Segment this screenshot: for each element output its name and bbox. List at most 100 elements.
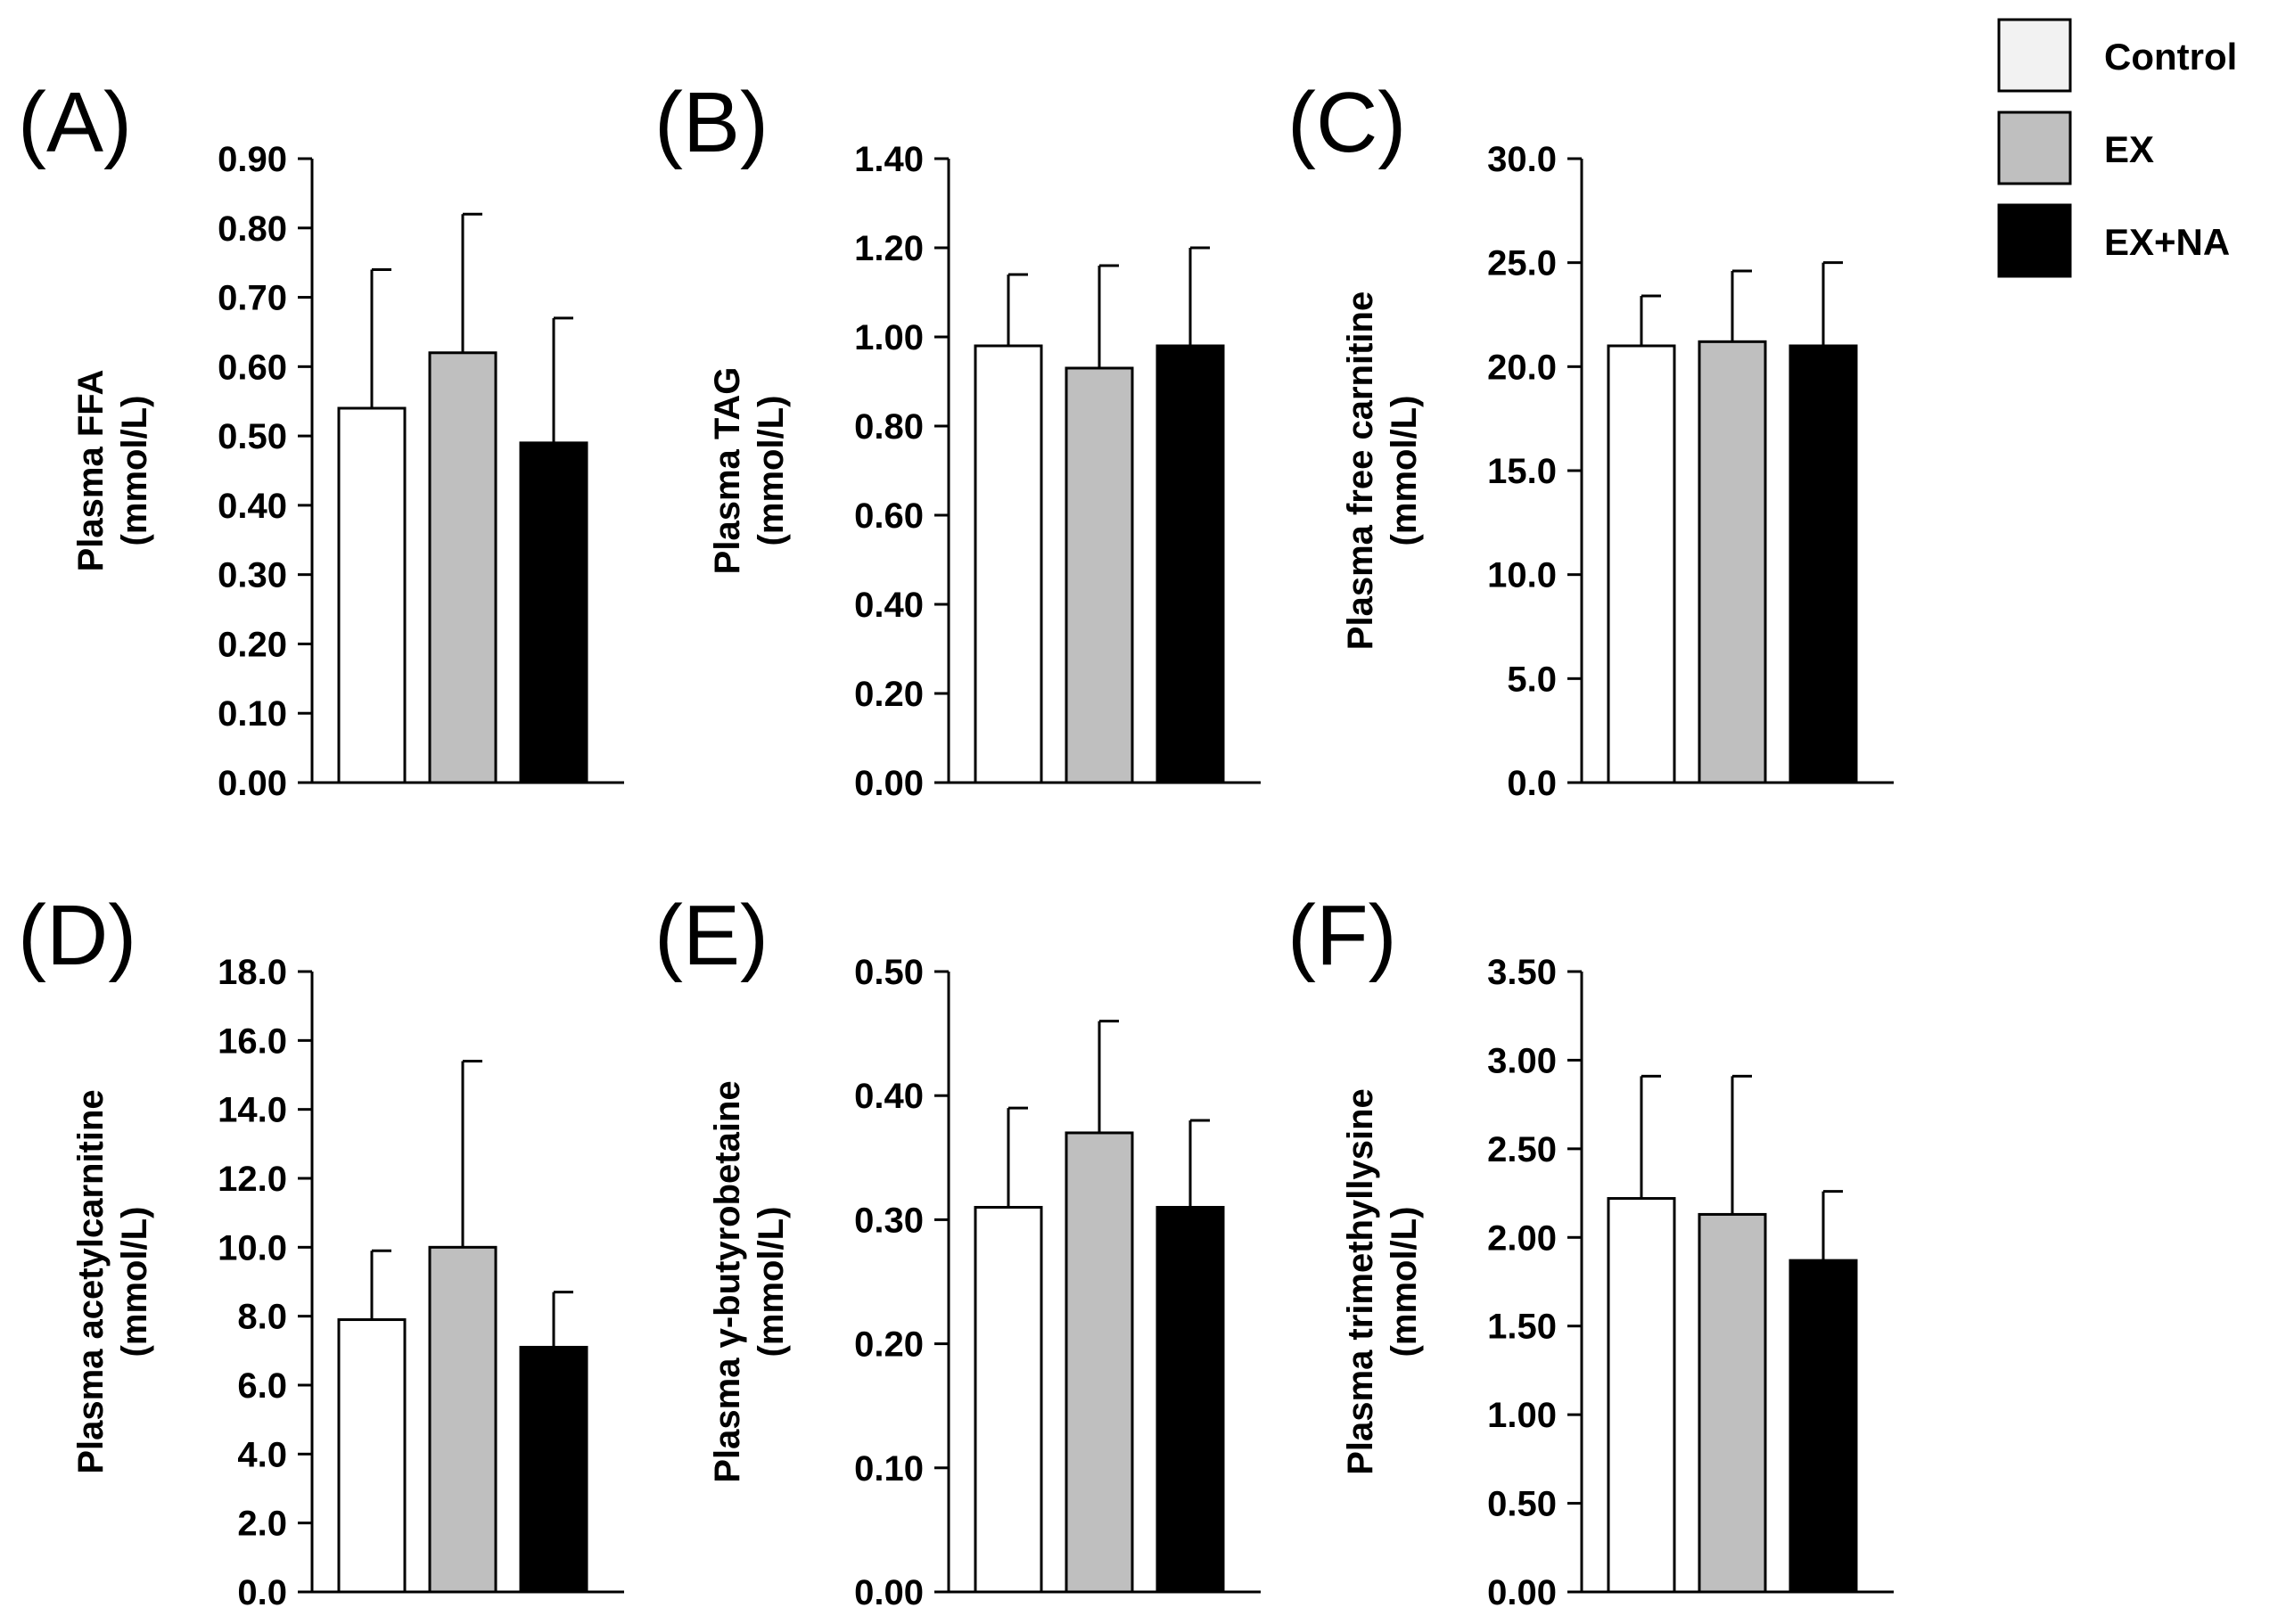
y-tick-label: 18.0 <box>218 953 287 992</box>
y-axis-title: Plasma free carnitine <box>1341 291 1380 650</box>
y-tick-label: 0.80 <box>854 407 924 447</box>
bar-control <box>1607 1197 1676 1594</box>
y-tick-label: 0.80 <box>218 209 287 249</box>
y-tick-label: 0.30 <box>854 1201 924 1240</box>
y-axis-title: Plasma γ-butyrobetaine <box>708 1080 747 1482</box>
y-tick-label: 14.0 <box>218 1091 287 1130</box>
chart-panel-5: (F) 0.00 0.50 1.00 1.50 2.00 2.50 3.00 3.50 Plasm… <box>1287 888 1894 1612</box>
legend: Control EX EX+NA <box>1997 18 2237 278</box>
y-tick-label: 2.00 <box>1487 1218 1557 1258</box>
y-tick-label: 0.40 <box>854 1077 924 1116</box>
bar-ex <box>428 1245 497 1594</box>
y-tick-label: 3.00 <box>1487 1041 1557 1080</box>
bar-ex <box>428 351 497 784</box>
y-tick-label: 1.40 <box>854 140 924 179</box>
y-tick-label: 1.00 <box>1487 1396 1557 1435</box>
bar-control <box>337 1318 407 1594</box>
y-tick-label: 0.00 <box>218 764 287 803</box>
bar-ex <box>1065 1131 1134 1594</box>
y-tick-label: 5.0 <box>1507 660 1557 699</box>
y-tick-label: 12.0 <box>218 1160 287 1199</box>
panels: (A) 0.00 0.10 0.20 0.30 0.40 0.50 0.60 0.70 0.80 0… <box>18 75 1894 1612</box>
y-tick-label: 0.00 <box>854 764 924 803</box>
y-tick-label: 0.40 <box>218 487 287 526</box>
panel-label: (D) <box>18 888 136 983</box>
y-axis-unit: (mmol/L) <box>115 396 154 546</box>
chart-panel-0: (A) 0.00 0.10 0.20 0.30 0.40 0.50 0.60 0.70 0.80 0… <box>18 75 624 803</box>
y-tick-label: 0.20 <box>218 625 287 664</box>
chart-panel-3: (D) 0.0 2.0 4.0 6.0 8.0 10.0 12.0 14.0 16.0 18.0 Pl… <box>18 888 624 1612</box>
y-tick-label: 10.0 <box>218 1228 287 1267</box>
panel-label: (F) <box>1287 888 1397 983</box>
y-tick-label: 0.10 <box>218 694 287 734</box>
y-tick-label: 15.0 <box>1487 452 1557 491</box>
chart-panel-4: (E) 0.00 0.10 0.20 0.30 0.40 0.50 Plasma γ-buty… <box>654 888 1261 1612</box>
bar-ex-na <box>519 1345 588 1594</box>
y-tick-label: 0.10 <box>854 1449 924 1489</box>
legend-swatch-control <box>1997 18 2072 93</box>
y-tick-label: 0.60 <box>218 348 287 387</box>
bar-ex-na <box>1155 344 1225 784</box>
bar-ex <box>1698 340 1767 784</box>
y-axis-unit: (mmol/L) <box>1385 1207 1424 1357</box>
bar-ex <box>1065 366 1134 784</box>
panel-label: (A) <box>18 75 132 170</box>
y-tick-label: 6.0 <box>237 1366 287 1406</box>
y-tick-label: 0.70 <box>218 279 287 318</box>
chart-panel-1: (B) 0.00 0.20 0.40 0.60 0.80 1.00 1.20 1.40 Plasm… <box>654 75 1261 803</box>
y-tick-label: 0.50 <box>854 953 924 992</box>
y-axis-unit: (mmol/L) <box>752 1207 791 1357</box>
legend-label-control: Control <box>2104 36 2237 78</box>
y-axis-title: Plasma trimethyllysine <box>1341 1088 1380 1475</box>
panel-label: (E) <box>654 888 769 983</box>
y-axis-title: Plasma FFA <box>71 370 111 572</box>
panel-label: (B) <box>654 75 769 170</box>
y-tick-label: 10.0 <box>1487 556 1557 595</box>
y-tick-label: 0.00 <box>854 1573 924 1612</box>
y-tick-label: 30.0 <box>1487 140 1557 179</box>
y-tick-label: 1.20 <box>854 229 924 268</box>
bar-control <box>974 1205 1043 1594</box>
bar-ex-na <box>1155 1205 1225 1594</box>
bar-ex-na <box>1789 344 1858 784</box>
chart-panel-2: (C) 0.0 5.0 10.0 15.0 20.0 25.0 30.0 Plasma free… <box>1287 75 1894 803</box>
y-tick-label: 1.00 <box>854 318 924 357</box>
y-axis-title: Plasma TAG <box>708 367 747 575</box>
y-tick-label: 0.20 <box>854 675 924 714</box>
y-tick-label: 2.0 <box>237 1505 287 1544</box>
y-axis-unit: (mmol/L) <box>752 396 791 546</box>
y-tick-label: 0.60 <box>854 496 924 536</box>
bar-control <box>337 406 407 784</box>
y-tick-label: 4.0 <box>237 1435 287 1474</box>
legend-label-ex-na: EX+NA <box>2104 221 2230 263</box>
panel-label: (C) <box>1287 75 1406 170</box>
y-tick-label: 0.0 <box>1507 764 1557 803</box>
y-tick-label: 25.0 <box>1487 244 1557 283</box>
bar-control <box>1607 344 1676 784</box>
y-tick-label: 2.50 <box>1487 1130 1557 1169</box>
y-tick-label: 8.0 <box>237 1298 287 1337</box>
legend-label-ex: EX <box>2104 128 2154 170</box>
y-tick-label: 0.40 <box>854 586 924 625</box>
y-tick-label: 0.00 <box>1487 1573 1557 1612</box>
y-tick-label: 1.50 <box>1487 1308 1557 1347</box>
y-axis-title: Plasma acetylcarnitine <box>71 1089 111 1473</box>
y-axis-unit: (mmol/L) <box>115 1207 154 1357</box>
legend-swatch-ex <box>1997 111 2072 185</box>
y-tick-label: 16.0 <box>218 1021 287 1061</box>
y-tick-label: 20.0 <box>1487 348 1557 387</box>
y-tick-label: 0.50 <box>1487 1485 1557 1524</box>
bar-control <box>974 344 1043 784</box>
bar-ex <box>1698 1212 1767 1594</box>
y-tick-label: 0.0 <box>237 1573 287 1612</box>
bar-ex-na <box>1789 1259 1858 1594</box>
bar-ex-na <box>519 441 588 784</box>
y-tick-label: 0.20 <box>854 1325 924 1365</box>
y-tick-label: 0.90 <box>218 140 287 179</box>
y-axis-unit: (mmol/L) <box>1385 396 1424 546</box>
y-tick-label: 0.30 <box>218 556 287 595</box>
y-tick-label: 3.50 <box>1487 953 1557 992</box>
legend-swatch-ex-na <box>1997 203 2072 278</box>
y-tick-label: 0.50 <box>218 417 287 456</box>
